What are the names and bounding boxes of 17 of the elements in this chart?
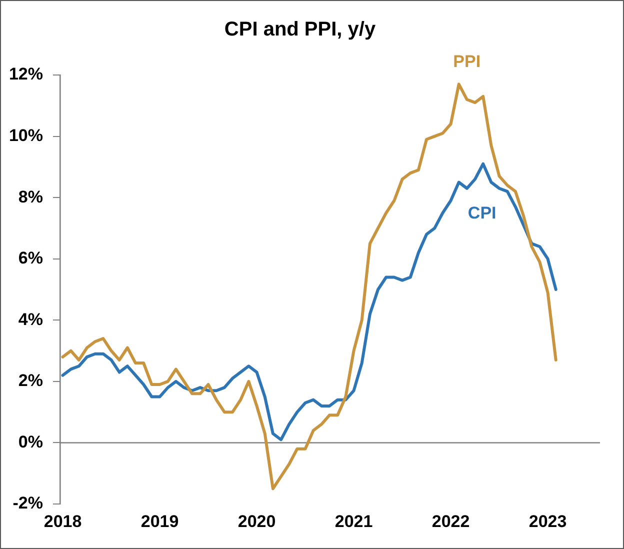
x-tick-label: 2018 [44,512,82,531]
x-tick-label: 2019 [140,512,179,531]
y-tick-label: 2% [18,371,43,390]
y-tick-label: 8% [18,187,43,206]
chart-title: CPI and PPI, y/y [224,18,376,41]
y-tick-label: 12% [8,64,43,84]
x-tick-label: 2022 [432,512,470,531]
x-tick-label: 2023 [528,512,567,531]
y-tick-label: 4% [18,310,43,329]
y-tick-label: 10% [8,126,43,145]
y-tick-label: -2% [12,494,43,513]
y-tick-label: 6% [18,248,43,268]
series-label: PPI [453,52,481,71]
x-tick-label: 2020 [238,512,276,531]
series-label: CPI [468,204,496,223]
y-tick-label: 0% [18,432,43,452]
x-tick-label: 2021 [334,512,373,531]
